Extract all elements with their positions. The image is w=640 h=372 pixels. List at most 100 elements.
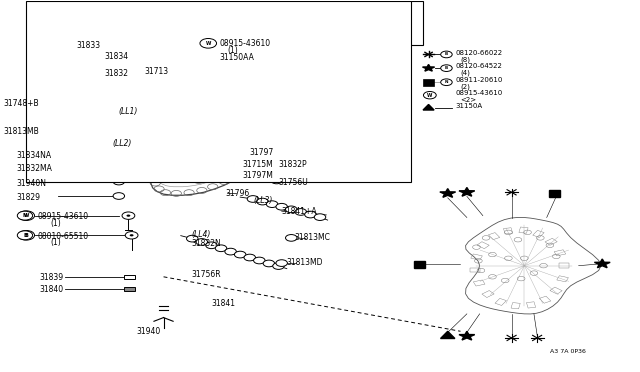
Text: 08915-43610: 08915-43610 [219,39,270,48]
Bar [550,287,562,294]
Polygon shape [595,259,610,268]
Circle shape [204,168,212,173]
Bar [527,302,536,308]
Text: (4): (4) [461,70,470,76]
Text: B: B [445,66,448,70]
Circle shape [65,132,77,139]
Circle shape [266,201,278,208]
Bar [504,228,513,234]
Text: 31150A: 31150A [456,103,483,109]
Circle shape [18,211,35,221]
Text: 08120-64522: 08120-64522 [456,63,502,69]
Text: 31832P: 31832P [278,160,307,169]
Text: 31839: 31839 [39,273,63,282]
Circle shape [424,92,436,99]
Text: N: N [445,80,448,84]
Text: B: B [445,52,448,57]
Circle shape [113,178,125,185]
Circle shape [36,102,49,110]
Circle shape [125,232,138,239]
Bar [488,232,500,240]
Circle shape [109,150,122,157]
Circle shape [63,102,76,110]
Polygon shape [422,64,435,71]
Text: 31797M: 31797M [242,171,273,180]
Text: 31813MB: 31813MB [4,126,40,136]
Circle shape [271,177,282,184]
Text: (2): (2) [461,84,470,90]
Bar [474,280,485,286]
Text: 31940: 31940 [136,327,161,336]
Text: 31833: 31833 [76,41,100,50]
Circle shape [122,212,135,219]
Circle shape [130,234,134,236]
Circle shape [257,198,268,205]
Text: W: W [427,93,433,98]
Circle shape [92,142,104,150]
Bar [124,287,136,291]
Text: 31834: 31834 [104,52,128,61]
Circle shape [285,206,297,213]
Bar [124,275,136,279]
Circle shape [74,135,86,142]
Circle shape [118,154,131,161]
Circle shape [188,129,196,134]
Text: (LL2): (LL2) [113,139,132,148]
Circle shape [18,231,35,240]
Bar [470,268,480,272]
Bar [495,298,506,305]
Circle shape [215,124,223,128]
Bar [557,276,568,282]
Bar [511,302,520,309]
Text: 31832N: 31832N [191,239,221,248]
Circle shape [90,112,103,119]
Circle shape [205,242,217,248]
Text: B: B [23,233,27,238]
Circle shape [263,260,275,267]
Circle shape [441,79,452,86]
Circle shape [247,196,259,202]
Text: 31834NA: 31834NA [17,151,52,160]
Circle shape [215,245,227,251]
Circle shape [72,106,85,113]
Circle shape [83,139,95,146]
Circle shape [17,211,33,220]
Text: 31832MA: 31832MA [17,164,52,173]
Text: 31841: 31841 [211,299,236,308]
Bar [559,263,569,268]
Circle shape [100,146,113,154]
Circle shape [127,215,131,217]
Circle shape [276,260,287,266]
Text: <2>: <2> [461,97,477,103]
Text: 08911-20610: 08911-20610 [456,77,503,83]
Circle shape [174,125,182,130]
Text: W: W [24,213,29,218]
Circle shape [314,214,326,221]
Circle shape [200,38,216,48]
Bar [477,242,489,248]
Text: 31756R: 31756R [191,270,221,279]
Polygon shape [459,187,475,196]
Circle shape [225,248,236,255]
Text: 31797: 31797 [250,148,274,157]
Polygon shape [423,105,434,110]
Bar [414,261,426,267]
Text: (LL3): (LL3) [253,196,273,205]
Text: 31713: 31713 [145,67,168,76]
Polygon shape [440,331,455,339]
Circle shape [117,122,130,129]
Text: N: N [23,213,27,218]
Bar [548,190,560,197]
Text: 31829: 31829 [17,193,41,202]
Circle shape [166,161,173,166]
Bar [482,291,494,298]
Text: 08915-43610: 08915-43610 [456,90,502,96]
Circle shape [147,175,159,182]
Circle shape [179,167,186,171]
Bar [423,79,435,86]
Circle shape [225,118,233,122]
Bar [545,238,557,245]
Circle shape [276,203,287,210]
Circle shape [253,257,265,264]
Bar [471,254,483,260]
